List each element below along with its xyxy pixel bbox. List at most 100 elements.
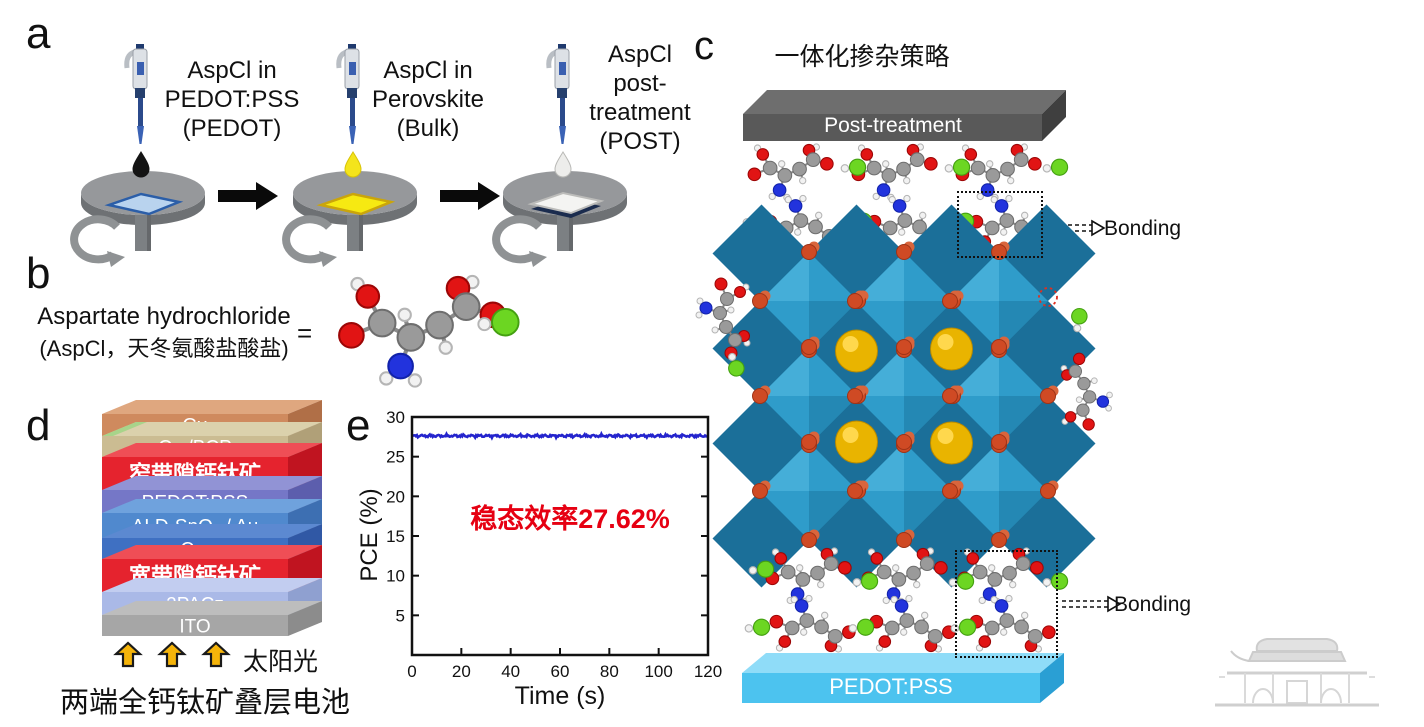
halide-sphere	[801, 532, 817, 548]
panel-e-label: e	[346, 401, 371, 450]
layer-top-face	[102, 499, 322, 513]
bonding-arrow-head	[1091, 219, 1106, 237]
halide-sphere	[896, 339, 912, 355]
spin-coater-3	[490, 151, 640, 275]
halide-sphere	[942, 388, 958, 404]
bonding-box-bottom	[955, 550, 1058, 658]
cation-highlight	[937, 428, 954, 444]
pce-stability-chart: 5 10 15 20 25 30 0 20 40 60 80 100 120	[386, 408, 722, 681]
layer-side-face	[288, 601, 322, 636]
y-tick-label: 25	[386, 448, 405, 467]
pavilion-watermark	[1215, 638, 1379, 707]
plot-frame	[410, 415, 710, 657]
halide-sphere	[847, 388, 863, 404]
halide-sphere	[991, 339, 1007, 355]
bonding-arrow-head	[1107, 595, 1122, 613]
steady-efficiency-annotation: 稳态效率27.62%	[470, 504, 670, 534]
droplet-black	[132, 151, 150, 178]
chart-xlabel: Time (s)	[514, 682, 606, 710]
step1-title: AspCl in PEDOT:PSS (PEDOT)	[164, 57, 300, 142]
layer-top-face	[102, 476, 322, 490]
y-tick-label: 5	[396, 606, 405, 625]
panel-d-label: d	[26, 401, 51, 450]
halide-sphere	[801, 339, 817, 355]
tandem-caption: 两端全钙钛矿叠层电池	[59, 687, 350, 719]
octahedron-facet-dark	[904, 301, 953, 350]
vacancy-dotted-circle	[1038, 287, 1058, 307]
droplet-white	[554, 151, 572, 178]
perovskite-crystal	[712, 204, 1096, 588]
pedot-slab-side	[1040, 653, 1064, 703]
aspartate-molecule	[869, 594, 957, 654]
panel-c-label: c	[694, 24, 714, 68]
bonding-label-top: Bonding	[1104, 217, 1182, 240]
layer-top-face	[102, 422, 322, 436]
octahedron-facet-light	[760, 252, 809, 301]
x-tick-label: 120	[694, 662, 722, 681]
pipette-1	[119, 44, 159, 150]
octahedron-facet-light	[855, 347, 904, 396]
layer-edge-accent	[102, 422, 147, 436]
aspcl-name-en: Aspartate hydrochloride	[37, 303, 291, 330]
pedot-slab-top	[742, 653, 1064, 673]
halide-sphere	[991, 532, 1007, 548]
octahedron-facet-light	[760, 347, 809, 396]
layer-top-face	[102, 443, 322, 457]
halide-sphere	[942, 293, 958, 309]
y-tick-label: 30	[386, 408, 405, 427]
post-treatment-label: Post-treatment	[824, 114, 962, 137]
layer-top-face	[102, 601, 322, 615]
equals-sign: =	[297, 318, 313, 348]
halide-sphere	[752, 483, 768, 499]
octahedron-facet-dark	[999, 301, 1048, 350]
octahedron-facet-light	[855, 252, 904, 301]
hcl-molecule	[1042, 157, 1069, 177]
halide-sphere	[896, 434, 912, 450]
bonding-label-bottom: Bonding	[1114, 593, 1192, 616]
pipette-2	[331, 44, 371, 150]
pedot-slab-front	[742, 673, 1040, 703]
halide-sphere	[1040, 388, 1056, 404]
aspartate-molecule	[747, 142, 835, 202]
halide-sphere	[896, 244, 912, 260]
octahedron-facet-light	[950, 252, 999, 301]
halide-sphere	[801, 244, 817, 260]
y-tick-label: 20	[386, 487, 405, 506]
octahedron-facet-dark	[904, 491, 953, 540]
chart-ylabel: PCE (%)	[356, 488, 383, 582]
octahedron-facet-dark	[999, 491, 1048, 540]
halide-sphere	[752, 293, 768, 309]
x-tick-label: 40	[501, 662, 520, 681]
pipette-3	[541, 44, 581, 150]
octahedron-facet-dark	[809, 301, 858, 350]
bonding-box-top	[957, 191, 1043, 258]
droplet-yellow	[344, 151, 362, 178]
x-tick-label: 100	[644, 662, 672, 681]
y-tick-label: 15	[386, 527, 405, 546]
post-treatment-slab-top	[743, 90, 1066, 114]
cation-sphere	[835, 420, 878, 464]
sunlight-arrows	[114, 641, 230, 668]
spin-coater-1	[68, 151, 218, 275]
tandem-device-stack: CuC₆₀/BCP窄带隙钙钛矿PEDOT:PSSALD-SnO₂ / AuC₆₀…	[102, 400, 322, 637]
aspcl-name-cn: (AspCl，天冬氨酸盐酸盐)	[39, 336, 289, 361]
hcl-molecule	[944, 157, 971, 177]
halide-sphere	[942, 483, 958, 499]
arrow-step1-step2	[218, 182, 278, 210]
layer-top-face	[102, 400, 322, 414]
layer-top-face	[102, 545, 322, 559]
halide-sphere	[991, 244, 1007, 260]
cation-highlight	[937, 334, 954, 350]
bonding-arrow	[1062, 600, 1108, 608]
cation-sphere	[930, 327, 973, 371]
octahedron-facet-dark	[904, 396, 953, 445]
octahedron-facet-light	[760, 442, 809, 491]
hcl-molecule	[744, 618, 771, 637]
substrate-post	[527, 191, 605, 215]
substrate-perovskite	[316, 192, 396, 216]
halide-sphere	[752, 388, 768, 404]
octahedron-facet-dark	[999, 396, 1048, 445]
doping-strategy-art	[695, 90, 1379, 707]
spin-coater-2	[280, 151, 430, 275]
octahedron-facet-light	[950, 347, 999, 396]
